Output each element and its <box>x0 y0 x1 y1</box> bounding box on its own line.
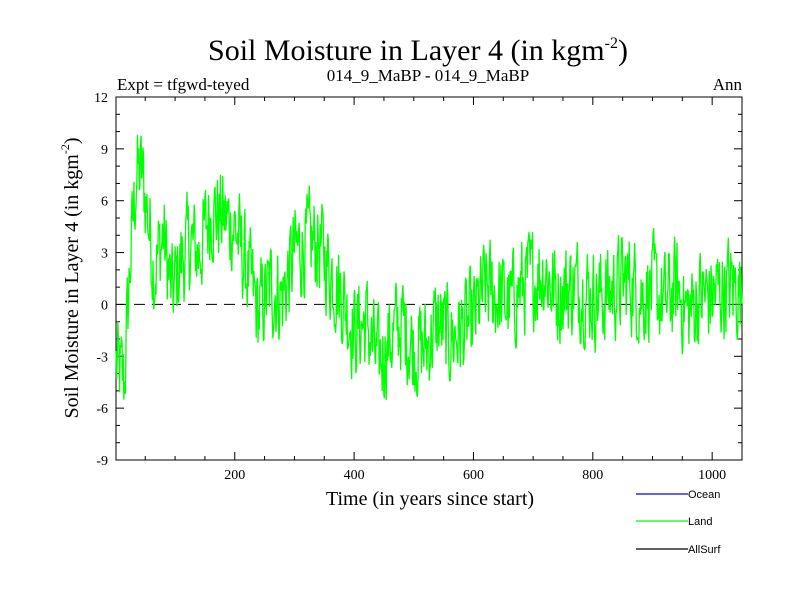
x-tick-label: 800 <box>582 468 603 483</box>
y-tick-label: -6 <box>96 402 108 417</box>
y-axis-label: Soil Moisture in Layer 4 (in kgm-2) <box>58 137 83 418</box>
y-tick-label: -3 <box>96 350 108 365</box>
x-tick-label: 200 <box>224 468 245 483</box>
y-tick-label: -9 <box>96 454 108 469</box>
y-tick-label: 12 <box>94 91 108 106</box>
x-tick-label: 400 <box>344 468 365 483</box>
y-tick-label: 9 <box>101 143 108 158</box>
y-tick-label: 3 <box>101 247 108 262</box>
series-line-land <box>115 134 743 400</box>
x-tick-label: 1000 <box>698 468 726 483</box>
legend-label-allsurf: AllSurf <box>688 544 721 556</box>
legend: Ocean Land AllSurf <box>636 489 721 556</box>
y-tick-label: 0 <box>101 298 108 313</box>
chart-title: Soil Moisture in Layer 4 (in kgm-2) <box>208 34 628 67</box>
y-tick-label: 6 <box>101 195 108 210</box>
expt-label: Expt = tfgwd-teyed <box>117 75 250 94</box>
x-axis-label: Time (in years since start) <box>326 488 534 510</box>
plot-frame <box>115 96 743 461</box>
legend-label-land: Land <box>688 516 712 528</box>
axis-ticks: -9 -6 -3 0 3 6 9 12 200 400 600 800 1000 <box>94 91 742 483</box>
legend-label-ocean: Ocean <box>688 489 720 501</box>
season-label: Ann <box>713 75 743 94</box>
x-tick-label: 600 <box>463 468 484 483</box>
chart-subtitle: 014_9_MaBP - 014_9_MaBP <box>327 66 529 85</box>
